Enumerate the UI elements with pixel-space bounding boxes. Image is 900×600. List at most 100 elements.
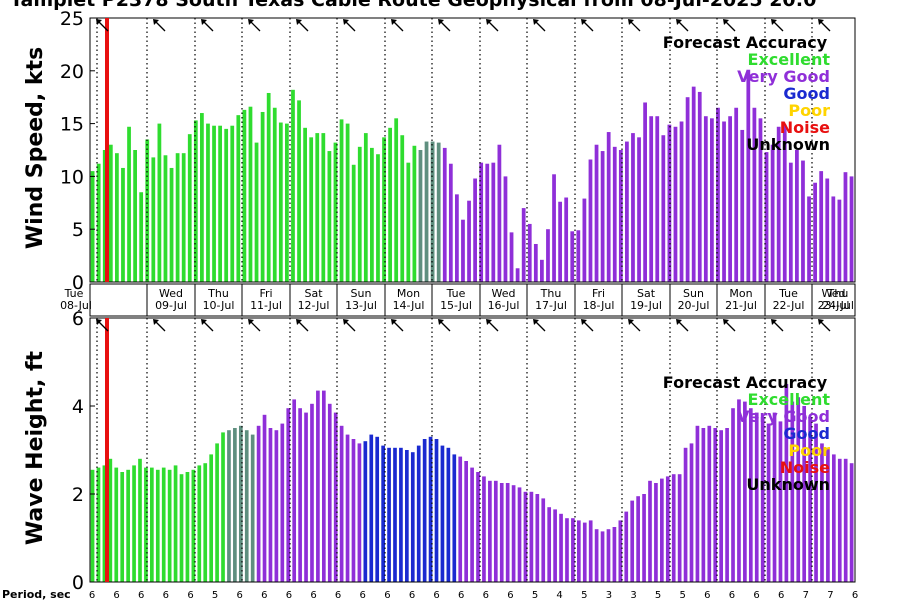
- wave-bar: [256, 425, 261, 582]
- wind-bar: [655, 116, 660, 283]
- wind-plot-frame: [89, 17, 856, 283]
- day-of-week-label: Wed: [822, 287, 846, 300]
- wind-bar: [321, 133, 326, 282]
- period-value: 6: [384, 590, 390, 600]
- wind-bar: [260, 111, 265, 282]
- wave-bar: [434, 439, 439, 582]
- wind-direction-arrow: [343, 19, 356, 32]
- wave-bar: [292, 399, 297, 582]
- wind-bar: [515, 268, 520, 282]
- wave-bar: [167, 469, 172, 582]
- period-value: 5: [581, 590, 587, 600]
- day-of-week-label: Sat: [637, 287, 656, 300]
- day-of-week-label: Sun: [683, 287, 704, 300]
- wind-bar: [90, 171, 95, 282]
- wind-bar: [181, 153, 186, 282]
- wave-bar: [802, 406, 807, 582]
- wind-bar: [248, 106, 253, 282]
- wind-direction-arrow: [391, 19, 404, 32]
- wave-bar: [173, 465, 178, 582]
- wave-y-tick-label: 4: [72, 396, 84, 418]
- wind-bars: [90, 69, 854, 283]
- wave-bar: [428, 436, 433, 582]
- wind-bar: [703, 116, 708, 283]
- wind-direction-arrows: [96, 19, 831, 32]
- wave-legend-item: Unknown: [746, 475, 830, 494]
- wind-bar: [649, 116, 654, 283]
- wave-bars: [90, 384, 854, 582]
- date-label: 09-Jul: [155, 299, 187, 312]
- period-value: 6: [483, 590, 489, 600]
- wave-direction-arrow: [343, 319, 356, 332]
- wave-bar: [102, 465, 107, 582]
- wave-bar: [600, 531, 605, 582]
- wave-bar: [114, 467, 119, 582]
- wave-bar: [636, 496, 640, 582]
- wind-bar: [831, 196, 836, 282]
- wind-bar: [819, 171, 824, 282]
- wave-bar: [766, 423, 771, 582]
- date-label: 20-Jul: [678, 299, 710, 312]
- period-value: 5: [655, 590, 661, 600]
- wind-bar: [448, 163, 453, 282]
- wind-y-tick-label: 10: [60, 166, 84, 188]
- period-value: 6: [507, 590, 513, 600]
- wind-bar: [758, 118, 763, 282]
- wind-y-axis-label: Wind Speed, kts: [23, 47, 48, 249]
- wave-panel: Wave Height, ft 0 2 4 6 Forecast AccuracyEx…: [23, 308, 856, 594]
- wave-direction-arrow: [771, 319, 784, 332]
- wind-bar: [691, 86, 696, 282]
- wave-bar: [482, 476, 486, 582]
- wave-bar: [416, 445, 421, 582]
- wind-bar: [339, 119, 344, 282]
- wind-bar: [770, 144, 775, 282]
- period-value: 3: [630, 590, 636, 600]
- wind-bar: [376, 154, 380, 282]
- period-value: 6: [286, 590, 292, 600]
- wave-bar: [410, 452, 415, 582]
- period-value: 6: [138, 590, 144, 600]
- wave-bar: [345, 434, 350, 582]
- wave-bar: [304, 412, 308, 582]
- wind-bar: [278, 122, 283, 282]
- wave-direction-arrow: [723, 319, 736, 332]
- wind-bar: [795, 150, 799, 282]
- period-value: 6: [261, 590, 267, 600]
- wave-bar: [784, 384, 789, 582]
- wave-bar: [144, 467, 148, 582]
- wave-bar: [719, 430, 723, 582]
- date-label: 16-Jul: [488, 299, 520, 312]
- wave-bar: [553, 509, 557, 582]
- wind-y-tick-label: 20: [60, 61, 84, 83]
- wave-bar: [464, 461, 468, 582]
- wind-bar: [740, 129, 745, 282]
- wind-legend-item: Good: [783, 84, 830, 103]
- period-value: 6: [89, 590, 95, 600]
- wind-bar: [436, 142, 441, 282]
- day-of-week-label: Thu: [827, 287, 849, 300]
- wave-bar: [179, 474, 184, 582]
- wind-bar: [121, 167, 125, 282]
- day-of-week-label: Sun: [351, 287, 372, 300]
- wave-bar: [197, 465, 202, 582]
- wind-bar: [533, 243, 538, 282]
- wave-bar: [541, 498, 546, 582]
- period-value: 6: [778, 590, 784, 600]
- wind-bar: [764, 152, 769, 282]
- wave-bar: [772, 412, 777, 582]
- wave-bar: [707, 425, 712, 582]
- wind-bar: [788, 162, 793, 282]
- wind-y-tick-label: 15: [60, 114, 84, 136]
- day-of-week-label: Sat: [304, 287, 323, 300]
- wave-bar: [185, 472, 190, 582]
- wind-direction-arrow: [581, 19, 594, 32]
- day-box: [811, 283, 856, 317]
- wave-bar: [778, 421, 783, 582]
- day-of-week-label: Tue: [446, 287, 466, 300]
- wind-legend-title: Forecast Accuracy: [663, 33, 828, 52]
- wave-bar: [399, 447, 403, 582]
- wave-bar: [642, 494, 646, 582]
- wind-bar: [224, 128, 229, 282]
- wind-bar: [673, 126, 678, 283]
